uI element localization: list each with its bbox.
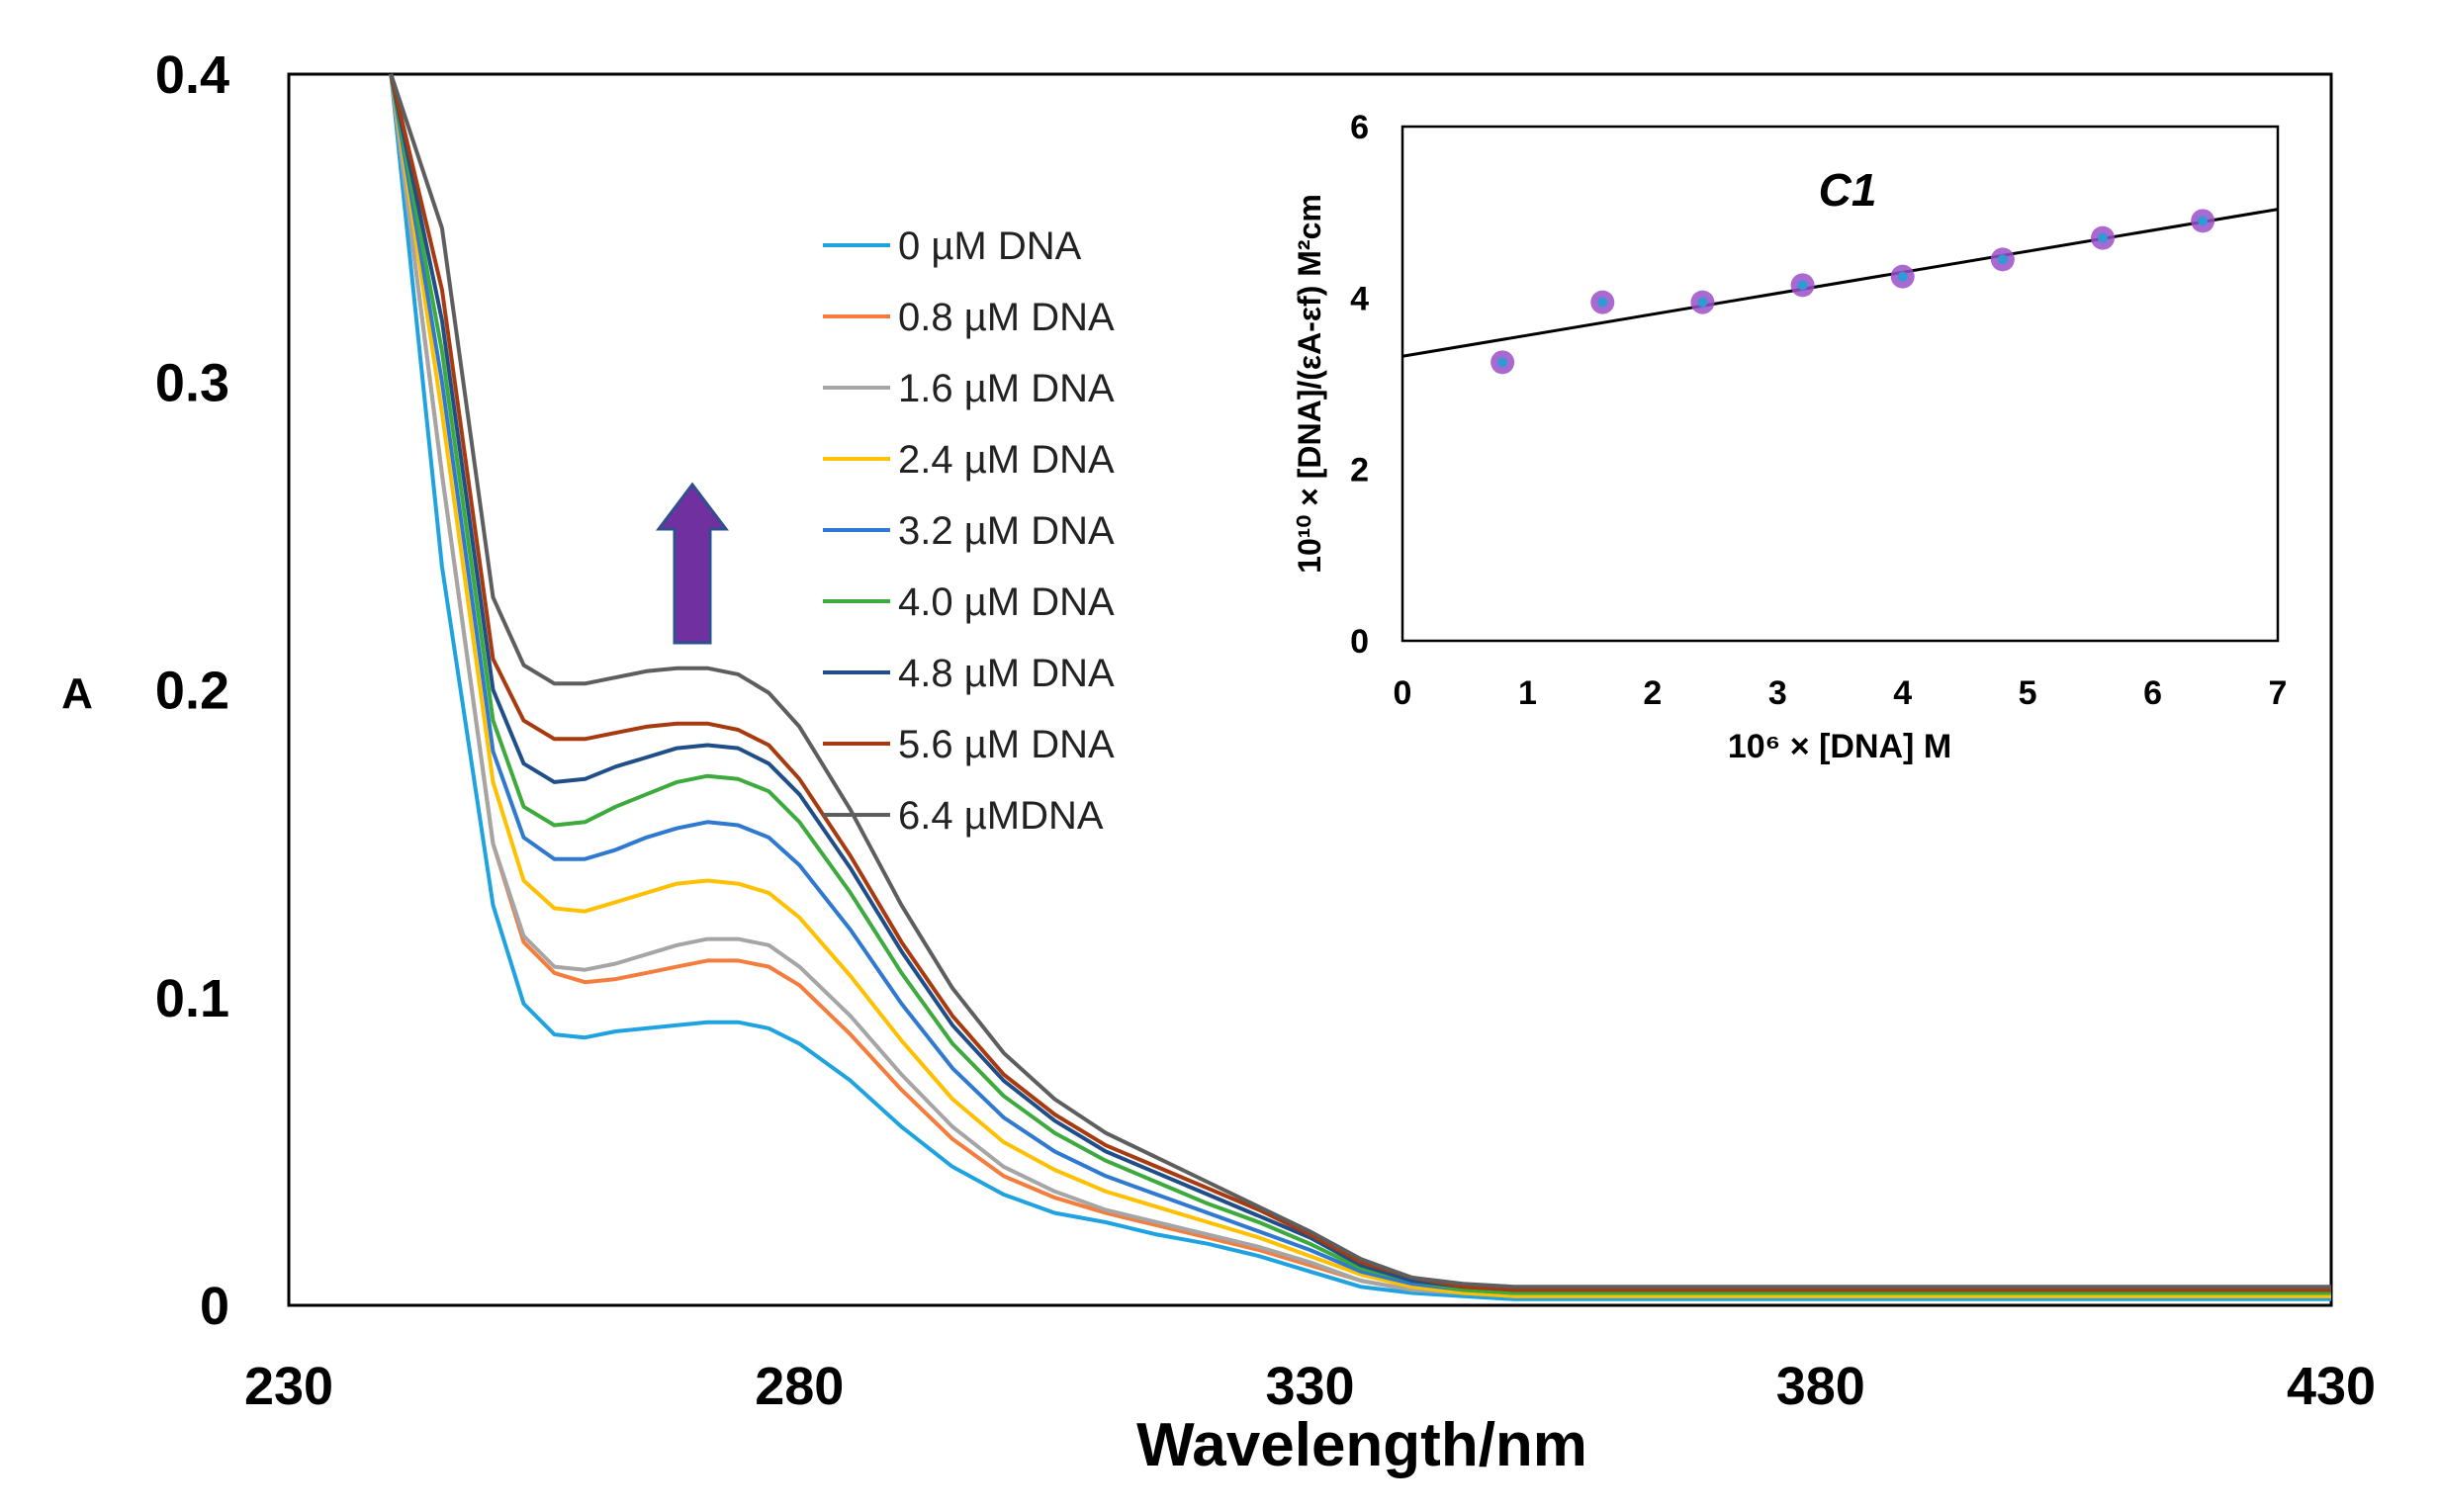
data-point-core-0	[1497, 357, 1508, 368]
inset-x-tick-4: 4	[1893, 674, 1912, 712]
main-y-tick-4: 0.4	[155, 45, 229, 105]
data-point-core-2	[1697, 297, 1708, 308]
legend-label-7: 5.6 µM DNA	[898, 723, 1115, 766]
inset-y-tick-1: 2	[1350, 452, 1369, 489]
inset-fit-line	[1401, 208, 2279, 358]
inset-y-tick-0: 0	[1350, 623, 1369, 661]
fit-line	[1401, 208, 2279, 358]
legend-label-1: 0.8 µM DNA	[898, 296, 1115, 339]
inset-plot-background	[1400, 125, 2280, 643]
data-point-core-3	[1797, 280, 1808, 291]
increase-arrow-icon	[655, 482, 730, 645]
inset-x-tick-5: 5	[2019, 674, 2037, 712]
legend-label-2: 1.6 µM DNA	[898, 367, 1115, 410]
main-y-axis-label: A	[61, 669, 93, 718]
main-x-axis-label: Wavelength/nm	[1136, 1411, 1587, 1479]
main-plot-frame	[287, 72, 2333, 1307]
spectrum-line-5	[389, 73, 2331, 1295]
inset-x-tick-6: 6	[2143, 674, 2162, 712]
inset-y-tick-2: 4	[1350, 280, 1369, 317]
main-x-tick-3: 380	[1776, 1357, 1865, 1416]
inset-x-tick-7: 7	[2269, 674, 2288, 712]
legend-label-8: 6.4 µMDNA	[898, 794, 1104, 838]
data-point-core-1	[1597, 297, 1608, 308]
main-x-tick-labels: 230 280 330 380 430	[244, 1357, 2376, 1416]
inset-x-tick-3: 3	[1768, 674, 1787, 712]
spectrum-line-8	[389, 73, 2331, 1290]
inset-data-points	[1490, 209, 2215, 375]
inset-y-axis-label: 10¹⁰ × [DNA]/(εA-εf) M²cm	[1292, 194, 1327, 574]
main-y-tick-0: 0	[200, 1277, 229, 1336]
legend-label-3: 2.4 µM DNA	[898, 438, 1115, 482]
spectrum-line-7	[389, 73, 2331, 1292]
main-y-tick-3: 0.3	[155, 353, 229, 412]
main-y-tick-labels: 0 0.1 0.2 0.3 0.4	[155, 45, 229, 1336]
inset-title: C1	[1819, 164, 1877, 216]
inset-binding-plot: 0 2 4 6 0 1 2 3 4 5 6 7 C1 10⁶ × [DNA] M 10¹⁰ × [D…	[1292, 109, 2287, 765]
main-y-tick-1: 0.1	[155, 969, 229, 1028]
inset-x-tick-2: 2	[1643, 674, 1662, 712]
inset-x-axis-label: 10⁶ × [DNA] M	[1728, 728, 1951, 765]
main-x-tick-1: 280	[755, 1357, 844, 1416]
legend-label-5: 4.0 µM DNA	[898, 580, 1115, 624]
inset-y-tick-labels: 0 2 4 6	[1350, 109, 1369, 661]
data-point-core-4	[1897, 271, 1908, 282]
main-y-tick-2: 0.2	[155, 662, 229, 721]
legend-label-0: 0 µM DNA	[898, 224, 1082, 268]
data-point-core-5	[1997, 254, 2008, 265]
inset-x-tick-labels: 0 1 2 3 4 5 6 7	[1394, 674, 2288, 712]
legend-label-4: 3.2 µM DNA	[898, 509, 1115, 553]
inset-x-tick-1: 1	[1518, 674, 1537, 712]
spectra-lines	[389, 73, 2331, 1301]
main-x-tick-0: 230	[244, 1357, 333, 1416]
inset-x-tick-0: 0	[1394, 674, 1412, 712]
spectrum-line-0	[389, 73, 2331, 1301]
legend-label-6: 4.8 µM DNA	[898, 652, 1115, 695]
main-x-tick-2: 330	[1265, 1357, 1354, 1416]
inset-y-tick-3: 6	[1350, 109, 1369, 146]
spectrum-line-3	[389, 73, 2331, 1298]
main-x-tick-4: 430	[2287, 1357, 2376, 1416]
data-point-core-7	[2198, 216, 2209, 226]
main-absorbance-chart: 00.10.20.30.4 230 280 330 380 430 A Waveleng…	[61, 45, 2376, 1479]
legend: 0 µM DNA 0.8 µM DNA 1.6 µM DNA 2.4 µM DNA 3.…	[823, 224, 1115, 838]
data-point-core-6	[2098, 232, 2108, 243]
